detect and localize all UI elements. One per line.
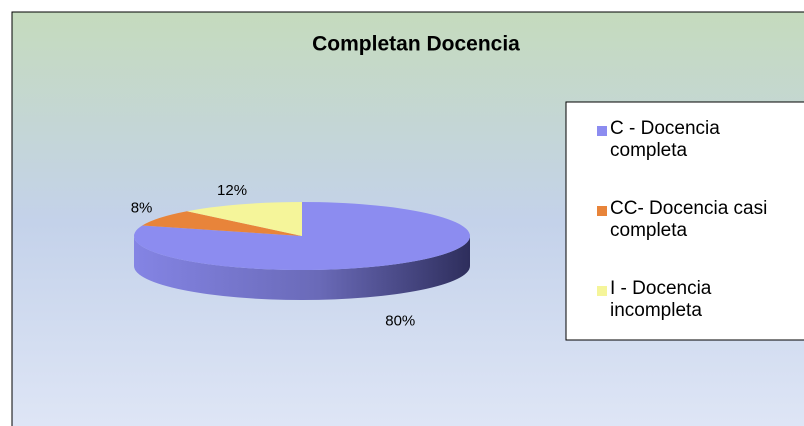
chart-title: Completan Docencia [312,33,520,56]
legend-item: I - Docencia incompleta [610,278,712,321]
legend-swatch [597,206,607,216]
legend-label: CC- Docencia casi completa [610,198,768,241]
legend-swatch [597,126,607,136]
legend-label: C - Docencia completa [610,118,720,161]
data-label: 12% [217,182,247,199]
pie-slice [142,211,302,236]
legend-box [565,101,804,341]
pie-side [134,236,470,300]
data-label: 80% [385,313,415,330]
pie-slice [186,202,302,236]
data-label: 8% [131,199,153,216]
pie-slice [134,202,471,270]
legend-swatch [597,286,607,296]
legend-label: I - Docencia incompleta [610,278,712,321]
legend-item: C - Docencia completa [610,118,720,161]
legend-item: CC- Docencia casi completa [610,198,768,241]
